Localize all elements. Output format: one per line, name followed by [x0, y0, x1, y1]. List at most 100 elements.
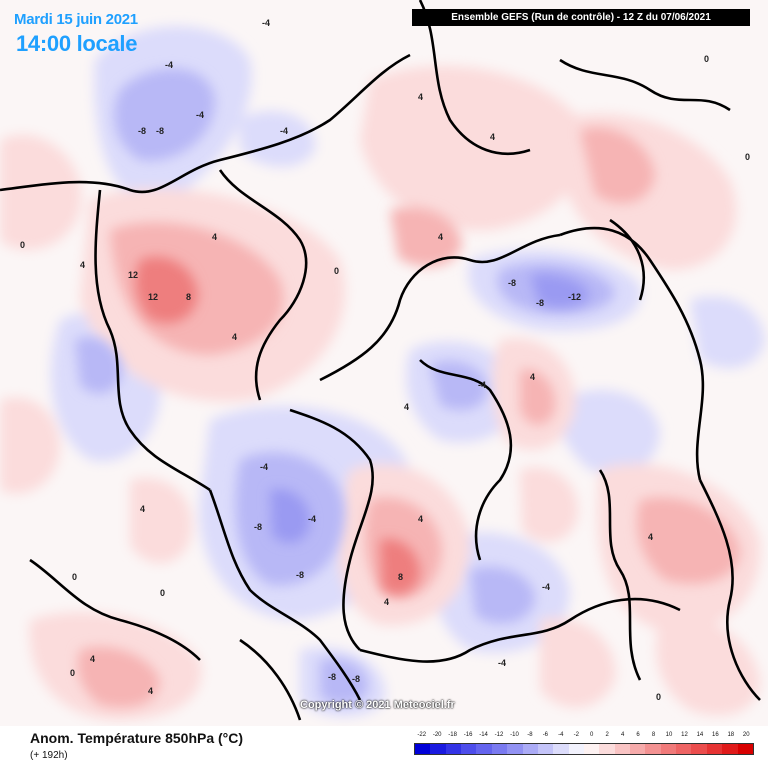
warm-anomaly-core [520, 369, 556, 425]
contour-label: 8 [398, 572, 403, 582]
legend-swatch [537, 744, 554, 754]
contour-label: -8 [296, 570, 304, 580]
legend-swatch [722, 744, 738, 754]
warm-anomaly-peak [380, 539, 420, 595]
contour-label: 0 [70, 668, 75, 678]
coastline [29, 558, 201, 661]
coastline [319, 233, 561, 382]
contour-label: 4 [418, 92, 423, 102]
legend-swatch [676, 744, 692, 754]
legend-swatch [645, 744, 661, 754]
contour-label: 4 [438, 232, 443, 242]
contour-label: 4 [212, 232, 217, 242]
legend-tick-label: -20 [432, 732, 442, 738]
valid-date: Mardi 15 juin 2021 [14, 11, 138, 28]
legend-tick-label: -4 [558, 732, 564, 738]
footer-bar: Anom. Température 850hPa (°C) (+ 192h) -… [0, 726, 768, 768]
legend-tick-label: -18 [448, 732, 457, 738]
legend-tick-label: -8 [527, 732, 533, 738]
coastlines [0, 0, 761, 721]
coastline [559, 58, 731, 112]
coastline [218, 169, 308, 401]
warm-anomaly-area [0, 397, 60, 494]
legend-swatch [491, 744, 508, 754]
contour-label: -4 [196, 110, 204, 120]
warm-anomaly-core [390, 206, 462, 267]
contour-label: 0 [656, 692, 661, 702]
legend-tick-label: 14 [696, 732, 704, 738]
color-scale-legend: -22 -20 -18 -16 -14 -12 -10 -8 -6 -4 -2 0 2 4 6 8 10 12 14… [414, 732, 754, 762]
warm-anomaly-area [520, 467, 579, 542]
cold-anomaly-area [558, 390, 660, 474]
contour-label: 4 [384, 597, 389, 607]
contour-label: 4 [232, 332, 237, 342]
legend-tick-label: -22 [417, 732, 427, 738]
contour-label: -4 [478, 380, 486, 390]
contour-label: 4 [404, 402, 409, 412]
warm-anomaly-peak [135, 256, 198, 324]
contour-label: 0 [704, 54, 709, 64]
contour-labels: -4 -4 -4 -8 -8 -4 4 0 4 0 4 12 12 8 4 4 … [20, 18, 750, 702]
legend-swatch [583, 744, 600, 754]
legend-swatch [522, 744, 538, 754]
cold-anomaly-core [75, 336, 122, 394]
legend-tick-label: 18 [727, 732, 735, 738]
legend-swatch [415, 744, 431, 754]
contour-label: -4 [308, 514, 316, 524]
coastline [698, 479, 761, 701]
lead-time: (+ 192h) [30, 750, 68, 761]
legend-tick-label: -16 [463, 732, 473, 738]
warm-anomaly-area [540, 618, 616, 708]
coastline [598, 469, 642, 681]
legend-labels: -22 -20 -18 -16 -14 -12 -10 -8 -6 -4 -2 0 2 4 6 8 10 12 14… [414, 732, 754, 742]
legend-tick-label: 10 [665, 732, 673, 738]
contour-label: 0 [160, 588, 165, 598]
cold-anomaly-core [470, 566, 535, 624]
legend-swatch [706, 744, 723, 754]
coastline [419, 359, 513, 561]
contour-label: 4 [90, 654, 95, 664]
legend-swatch [737, 744, 753, 754]
contour-label: 4 [148, 686, 153, 696]
contour-label: -4 [260, 462, 268, 472]
contour-label: 4 [530, 372, 535, 382]
legend-swatch [614, 744, 631, 754]
legend-tick-label: 6 [636, 732, 640, 738]
warm-anomaly-area [130, 478, 192, 564]
cold-anomaly-area [690, 296, 765, 369]
contour-label: 0 [72, 572, 77, 582]
legend-bar [414, 743, 754, 755]
coastline [94, 189, 211, 492]
contour-label: -8 [352, 674, 360, 684]
coastline [289, 408, 375, 651]
legend-tick-label: -2 [573, 732, 579, 738]
coastline [418, 0, 531, 155]
contour-label: -8 [138, 126, 146, 136]
legend-swatch [630, 744, 646, 754]
legend-tick-label: 20 [742, 732, 750, 738]
anomaly-field: -4 -4 -4 -8 -8 -4 4 0 4 0 4 12 12 8 4 4 … [0, 0, 765, 721]
contour-label: -4 [542, 582, 550, 592]
contour-label: 4 [490, 132, 495, 142]
legend-swatch [430, 744, 446, 754]
contour-label: -8 [328, 672, 336, 682]
anomaly-fill-layer-mid [75, 68, 740, 708]
contour-label: -4 [498, 658, 506, 668]
contour-label: -8 [508, 278, 516, 288]
cold-anomaly-peak [530, 273, 590, 308]
contour-label: 0 [334, 266, 339, 276]
contour-label: 8 [186, 292, 191, 302]
contour-label: -12 [568, 292, 581, 302]
legend-swatch [553, 744, 569, 754]
contour-label: -4 [262, 18, 270, 28]
cold-anomaly-area [240, 111, 316, 167]
legend-swatch [660, 744, 677, 754]
legend-tick-label: 8 [651, 732, 656, 738]
coastline [239, 638, 302, 721]
parameter-title: Anom. Température 850hPa (°C) [30, 730, 244, 746]
coastline [559, 226, 705, 481]
legend-tick-label: -14 [479, 732, 488, 738]
coastline [0, 53, 411, 194]
contour-label: 4 [418, 514, 423, 524]
legend-swatch [691, 744, 707, 754]
